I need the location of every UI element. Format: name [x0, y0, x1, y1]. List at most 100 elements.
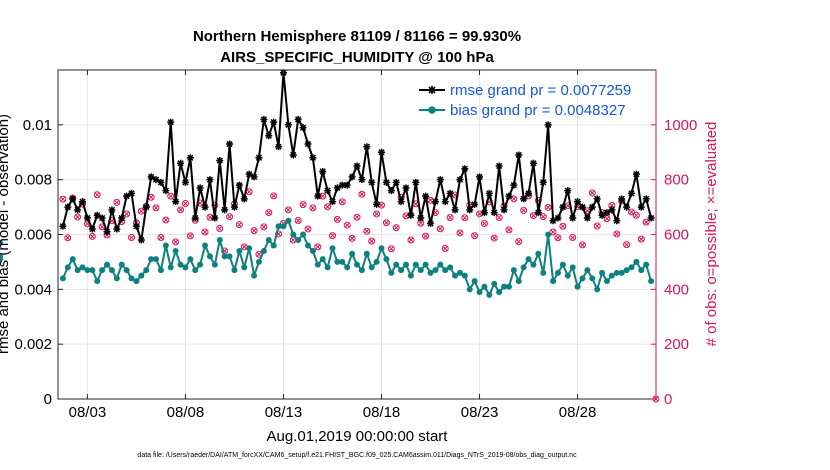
rmse-point [186, 154, 194, 162]
bias-point [525, 256, 532, 263]
bias-point [172, 247, 179, 254]
rmse-point [142, 203, 150, 211]
obs-evaluated-point [344, 222, 350, 228]
rmse-point [476, 173, 484, 181]
rmse-point [368, 178, 376, 186]
obs-possible-point [172, 238, 180, 246]
rmse-point [353, 162, 361, 170]
bias-point [599, 269, 606, 276]
obs-possible-point [539, 213, 547, 221]
rmse-point [118, 214, 126, 222]
obs-evaluated-point [246, 189, 252, 195]
rmse-point [211, 214, 219, 222]
bias-point [265, 236, 272, 243]
rmse-point [613, 217, 621, 225]
bias-point [334, 258, 341, 265]
rmse-point [64, 203, 72, 211]
obs-evaluated-point [408, 237, 414, 243]
obs-evaluated-point [579, 242, 586, 248]
rmse-point [98, 214, 106, 222]
bias-point [545, 231, 552, 238]
obs-possible-point [206, 213, 214, 221]
rmse-point [191, 214, 199, 222]
obs-possible-point [480, 220, 488, 228]
bias-point [202, 242, 209, 249]
rmse-point [559, 203, 567, 211]
rmse-point [343, 181, 351, 189]
rmse-point [128, 189, 136, 197]
bias-point [569, 264, 576, 271]
y-tick-label: 0.006 [14, 227, 52, 244]
obs-possible-point [436, 225, 444, 233]
y-tick-label: 0 [44, 391, 52, 408]
bias-point [638, 267, 645, 274]
bias-point [535, 250, 542, 257]
bias-point [216, 236, 223, 243]
y-right-tick-label: 400 [664, 281, 689, 298]
obs-evaluated-point [364, 228, 370, 234]
obs-evaluated-point [560, 223, 566, 229]
obs-evaluated-point [60, 196, 66, 202]
obs-evaluated-point [354, 214, 360, 220]
obs-evaluated-point [506, 227, 512, 233]
obs-evaluated-point [423, 233, 429, 239]
rmse-point [373, 200, 381, 208]
obs-possible-point [461, 214, 469, 222]
bias-point [559, 261, 566, 268]
rmse-point [79, 198, 87, 206]
legend-rmse-marker [428, 86, 436, 94]
obs-possible-point [314, 243, 322, 251]
obs-possible-point [549, 228, 557, 236]
x-tick-label: 08/28 [559, 404, 597, 421]
obs-evaluated-point [94, 192, 100, 198]
rmse-point [603, 209, 611, 217]
obs-possible-point [348, 234, 356, 242]
rmse-point [578, 203, 586, 211]
obs-evaluated-point [153, 205, 159, 211]
obs-evaluated-point [555, 235, 561, 241]
obs-evaluated-point [329, 233, 336, 239]
rmse-point [427, 220, 435, 228]
rmse-point [520, 195, 528, 203]
rmse-point [83, 214, 91, 222]
rmse-point [485, 189, 493, 197]
rmse-point [333, 184, 341, 192]
obs-possible-point [456, 229, 464, 237]
bias-point [153, 256, 160, 263]
obs-possible-point [265, 209, 273, 217]
rmse-point [309, 154, 317, 162]
bias-point [520, 264, 527, 271]
bias-point [329, 245, 336, 252]
bias-point [412, 261, 419, 268]
rmse-point [534, 209, 542, 217]
bias-point [501, 283, 508, 290]
y-tick-label: 0.004 [14, 281, 52, 298]
obs-evaluated-point [158, 234, 164, 241]
rmse-point [632, 170, 640, 178]
rmse-point [74, 206, 82, 214]
bias-point [290, 231, 297, 238]
bias-point [579, 275, 586, 282]
rmse-point [265, 132, 273, 140]
bias-point [628, 264, 635, 271]
bias-point [231, 267, 238, 274]
bias-point [123, 267, 130, 274]
bias-point [309, 247, 316, 254]
bias-point [314, 261, 321, 268]
bias-point [589, 275, 596, 282]
obs-possible-point [358, 190, 366, 198]
bias-point [393, 261, 400, 268]
x-tick-label: 08/18 [363, 404, 401, 421]
rmse-point [167, 118, 175, 126]
rmse-point [539, 178, 547, 186]
bias-point [280, 223, 287, 230]
bias-point [618, 269, 625, 276]
obs-evaluated-point [315, 244, 321, 250]
obs-evaluated-point [614, 231, 620, 237]
bias-point [447, 264, 454, 271]
obs-possible-point [578, 241, 586, 249]
rmse-point [647, 214, 655, 222]
bias-point [407, 272, 414, 279]
obs-evaluated-point [217, 225, 223, 232]
bias-point [515, 278, 522, 285]
